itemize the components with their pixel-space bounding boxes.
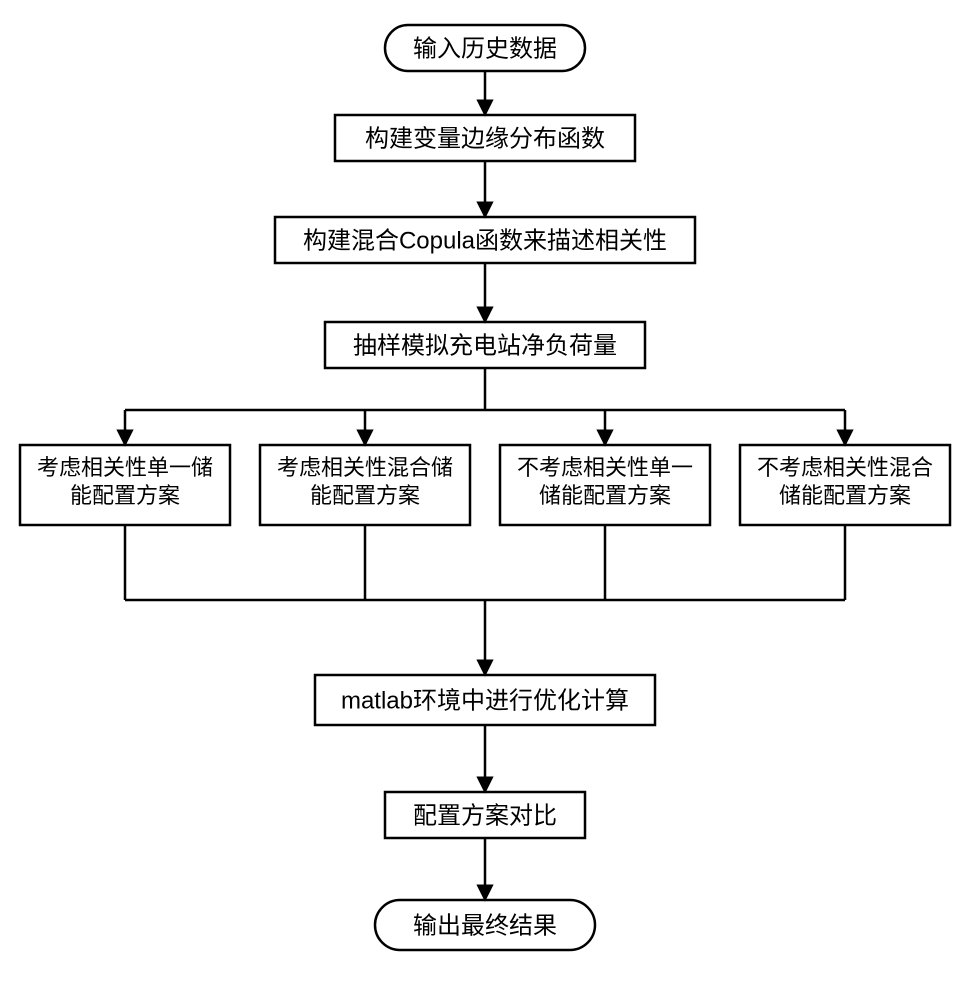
flowchart-diagram: 输入历史数据构建变量边缘分布函数构建混合Copula函数来描述相关性抽样模拟充电… <box>0 0 970 1000</box>
node-b2: 考虑相关性混合储能配置方案 <box>260 445 470 525</box>
node-n1: 构建变量边缘分布函数 <box>335 115 635 161</box>
node-b4: 不考虑相关性混合储能配置方案 <box>740 445 950 525</box>
svg-text:能配置方案: 能配置方案 <box>310 483 420 508</box>
node-start: 输入历史数据 <box>385 25 585 71</box>
svg-text:输出最终结果: 输出最终结果 <box>413 912 557 939</box>
svg-text:matlab环境中进行优化计算: matlab环境中进行优化计算 <box>341 687 629 714</box>
svg-text:不考虑相关性混合: 不考虑相关性混合 <box>757 455 933 480</box>
node-b1: 考虑相关性单一储能配置方案 <box>20 445 230 525</box>
svg-text:抽样模拟充电站净负荷量: 抽样模拟充电站净负荷量 <box>353 332 617 359</box>
svg-text:构建混合Copula函数来描述相关性: 构建混合Copula函数来描述相关性 <box>303 227 667 254</box>
node-end: 输出最终结果 <box>375 900 595 950</box>
svg-text:考虑相关性单一储: 考虑相关性单一储 <box>37 455 213 480</box>
svg-text:考虑相关性混合储: 考虑相关性混合储 <box>277 455 453 480</box>
node-n3: 抽样模拟充电站净负荷量 <box>325 322 645 368</box>
svg-text:不考虑相关性单一: 不考虑相关性单一 <box>517 455 693 480</box>
node-n2: 构建混合Copula函数来描述相关性 <box>275 217 695 263</box>
svg-text:输入历史数据: 输入历史数据 <box>413 35 557 62</box>
svg-text:配置方案对比: 配置方案对比 <box>413 802 557 829</box>
svg-text:储能配置方案: 储能配置方案 <box>779 483 911 508</box>
node-b3: 不考虑相关性单一储能配置方案 <box>500 445 710 525</box>
node-n5: 配置方案对比 <box>385 792 585 838</box>
node-n4: matlab环境中进行优化计算 <box>315 675 655 725</box>
svg-text:构建变量边缘分布函数: 构建变量边缘分布函数 <box>365 125 605 152</box>
svg-text:储能配置方案: 储能配置方案 <box>539 483 671 508</box>
svg-text:能配置方案: 能配置方案 <box>70 483 180 508</box>
